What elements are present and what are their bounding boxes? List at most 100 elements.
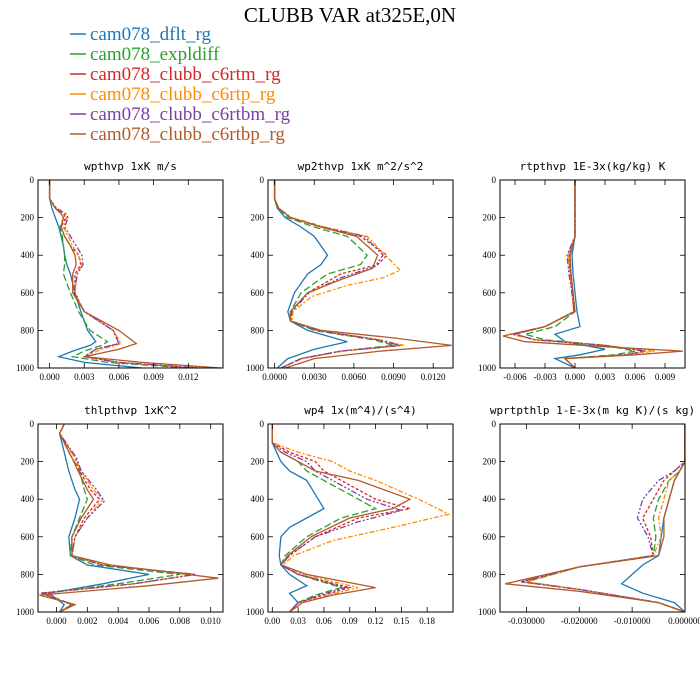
y-tick-label: 200	[483, 457, 497, 467]
series-line-6	[48, 180, 221, 368]
series-group	[48, 180, 221, 368]
legend-label: cam078_clubb_c6rtp_rg	[90, 84, 276, 105]
series-group	[502, 180, 684, 368]
chart-panel-1: wpthvp 1xK m/s 0.000 0.003 0.006 0.009 0.012 0…	[16, 160, 224, 382]
y-tick-label: 1000	[246, 363, 265, 373]
y-tick-label: 0	[492, 175, 497, 185]
x-tick-label: -0.030000	[508, 616, 545, 626]
series-line-1	[271, 424, 325, 612]
x-tick-label: 0.000	[565, 372, 586, 382]
y-tick-label: 600	[251, 532, 265, 542]
y-tick-label: 400	[21, 494, 35, 504]
legend-label: cam078_expldiff	[90, 44, 220, 65]
series-line-5	[512, 180, 646, 368]
x-tick-label: 0.008	[170, 616, 191, 626]
figure-title: CLUBB VAR at325E,0N	[244, 3, 456, 27]
y-tick-label: 200	[483, 213, 497, 223]
series-line-2	[526, 424, 685, 612]
series-line-6	[502, 180, 684, 368]
plot-frame	[499, 423, 686, 613]
x-tick-label: -0.020000	[561, 616, 598, 626]
x-tick-label: 0.006	[109, 372, 130, 382]
y-tick-label: 800	[483, 325, 497, 335]
legend-entry: cam078_clubb_c6rtp_rg	[70, 84, 276, 105]
x-tick-label: 0.18	[419, 616, 435, 626]
y-tick-label: 800	[251, 569, 265, 579]
y-tick-label: 0	[30, 419, 35, 429]
series-group	[39, 424, 219, 612]
plot-frame	[37, 423, 224, 613]
series-line-1	[273, 180, 348, 368]
chart-panel-3: rtpthvp 1E-3x(kg/kg) K -0.006 -0.003 0.000 0…	[478, 160, 686, 382]
x-tick-label: 0.0030	[302, 372, 327, 382]
series-line-2	[271, 424, 378, 612]
series-group	[271, 424, 451, 612]
y-tick-label: 400	[483, 250, 497, 260]
y-tick-label: 800	[21, 325, 35, 335]
series-line-6	[505, 424, 685, 612]
legend-label: cam078_clubb_c6rtbm_rg	[90, 104, 291, 125]
y-tick-label: 400	[251, 250, 265, 260]
x-tick-label: 0.003	[74, 372, 95, 382]
panel-title: wprtpthlp 1-E-3x(m kg K)/(s kg)	[490, 404, 695, 417]
series-line-4	[526, 424, 685, 612]
y-tick-label: 200	[251, 457, 265, 467]
y-tick-label: 1000	[478, 607, 497, 617]
x-tick-label: -0.006	[503, 372, 527, 382]
series-line-1	[48, 180, 143, 368]
series-line-1	[552, 180, 606, 368]
x-tick-label: -0.010000	[614, 616, 651, 626]
x-tick-label: 0.0090	[381, 372, 406, 382]
series-line-4	[40, 424, 196, 612]
y-tick-label: 200	[21, 213, 35, 223]
panel-title: wp2thvp 1xK m^2/s^2	[298, 160, 424, 173]
x-tick-label: 0.12	[368, 616, 384, 626]
y-tick-label: 0	[30, 175, 35, 185]
y-tick-label: 600	[483, 288, 497, 298]
x-tick-label: 0.006	[625, 372, 646, 382]
x-tick-label: 0.010	[201, 616, 222, 626]
y-tick-label: 800	[21, 569, 35, 579]
plot-frame	[267, 423, 454, 613]
x-tick-label: 0.0060	[342, 372, 367, 382]
series-line-6	[39, 424, 219, 612]
series-line-6	[271, 424, 412, 612]
series-line-4	[509, 180, 656, 368]
series-line-3	[520, 424, 685, 612]
chart-panel-4: thlpthvp 1xK^2 0.000 0.002 0.004 0.006 0.008 0…	[16, 404, 224, 626]
y-tick-label: 400	[483, 494, 497, 504]
legend-label: cam078_clubb_c6rtbp_rg	[90, 124, 285, 145]
panel-title: wp4 1x(m^4)/(s^4)	[304, 404, 417, 417]
y-tick-label: 600	[251, 288, 265, 298]
x-tick-label: -0.003	[533, 372, 557, 382]
panels: wpthvp 1xK m/s0.000 0.003 0.006 0.009 0.0120…	[16, 160, 700, 626]
x-tick-label: 0.06	[316, 616, 332, 626]
plot-frame	[37, 179, 224, 369]
panel-title: rtpthvp 1E-3x(kg/kg) K	[520, 160, 666, 173]
legend-entry: cam078_clubb_c6rtbm_rg	[70, 104, 291, 125]
plot-frame	[267, 179, 454, 369]
series-group	[273, 180, 452, 368]
x-tick-label: 0.000	[39, 372, 60, 382]
y-tick-label: 0	[260, 419, 265, 429]
series-line-5	[40, 424, 196, 612]
series-line-5	[48, 180, 200, 368]
x-tick-label: 0.15	[393, 616, 409, 626]
chart-panel-2: wp2thvp 1xK m^2/s^2 0.0000 0.0030 0.0060 0.0…	[246, 160, 454, 382]
legend-entry: cam078_clubb_c6rtm_rg	[70, 64, 281, 85]
x-tick-label: 0.012	[178, 372, 198, 382]
x-tick-label: 0.03	[290, 616, 306, 626]
y-tick-label: 800	[251, 325, 265, 335]
y-tick-label: 200	[21, 457, 35, 467]
legend: cam078_dflt_rgcam078_expldiffcam078_club…	[70, 24, 291, 145]
legend-entry: cam078_clubb_c6rtbp_rg	[70, 124, 285, 145]
y-tick-label: 1000	[478, 363, 497, 373]
x-tick-label: 0.006	[139, 616, 160, 626]
x-tick-label: 0.004	[108, 616, 129, 626]
legend-entry: cam078_dflt_rg	[70, 24, 212, 45]
legend-label: cam078_dflt_rg	[90, 24, 212, 45]
y-tick-label: 400	[21, 250, 35, 260]
chart-panel-5: wp4 1x(m^4)/(s^4) 0.00 0.03 0.06 0.09 0.12 0.1…	[246, 404, 454, 626]
series-line-5	[271, 424, 404, 612]
